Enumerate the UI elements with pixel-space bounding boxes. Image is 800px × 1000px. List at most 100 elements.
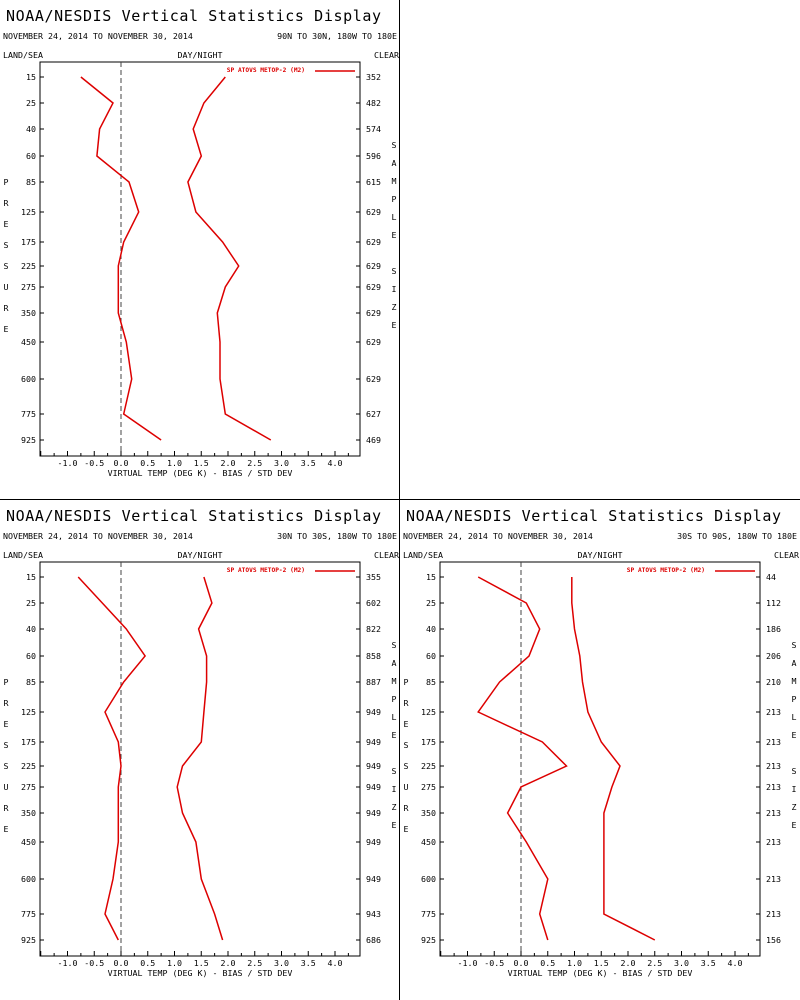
sample-size-label: 686 [366,935,381,945]
pressure-level-label: 60 [26,151,36,161]
x-axis-label: VIRTUAL TEMP (DEG K) - BIAS / STD DEV [508,968,693,978]
day-night-label: DAY/NIGHT [178,50,223,60]
pressure-level-label: 450 [421,837,436,847]
sample-size-label: 213 [766,808,781,818]
x-tick-label: 2.0 [621,958,636,968]
sample-size-label: 949 [366,761,381,771]
x-tick-label: 3.0 [674,958,689,968]
sample-size-axis-letter: E [392,230,397,240]
sample-size-axis-letter: Z [392,302,397,312]
sample-size-label: 629 [366,374,381,384]
sample-size-label: 949 [366,874,381,884]
sample-size-axis-letter: Z [392,802,397,812]
plot-frame [439,561,761,957]
x-tick-label: 3.5 [301,958,316,968]
pressure-axis-letter: R [4,303,9,313]
vertical-stats-panel-south: NOAA/NESDIS Vertical Statistics Display N… [400,500,800,1000]
x-tick-label: 1.5 [194,958,209,968]
x-tick-label: 2.5 [247,958,262,968]
plot-frame [39,561,361,957]
pressure-level-label: 925 [421,935,436,945]
x-tick-label: 1.0 [567,958,582,968]
std-dev-series-line [571,577,656,941]
pressure-axis-letter: S [4,240,9,250]
sample-size-axis-letter: S [392,640,397,650]
x-tick-label: 1.0 [167,958,182,968]
sample-size-label: 156 [766,935,781,945]
sample-size-label: 213 [766,707,781,717]
pressure-axis-letter: R [4,198,9,208]
region-label: 30N TO 30S, 180W TO 180E [277,531,397,541]
page-title: NOAA/NESDIS Vertical Statistics Display [6,7,382,25]
pressure-axis-letter: E [4,219,9,229]
vertical-stats-panel-tropics: NOAA/NESDIS Vertical Statistics Display N… [0,500,400,1000]
bias-series-line [477,576,568,941]
vertical-stats-panel-north: NOAA/NESDIS Vertical Statistics Display N… [0,0,400,500]
pressure-level-label: 85 [26,677,36,687]
sample-size-axis-letter: S [792,640,797,650]
x-tick-label: -1.0 [58,458,78,468]
sample-size-axis-letter: M [792,676,797,686]
pressure-level-label: 125 [21,707,36,717]
pressure-axis-letter: P [4,677,9,687]
sample-size-axis-letter: E [792,820,797,830]
x-tick-label: -1.0 [58,958,78,968]
date-range: NOVEMBER 24, 2014 TO NOVEMBER 30, 2014 [3,31,193,41]
pressure-level-label: 925 [21,935,36,945]
clear-label: CLEAR [374,550,399,560]
region-label: 30S TO 90S, 180W TO 180E [677,531,797,541]
pressure-axis-letter: E [4,824,9,834]
land-sea-label: LAND/SEA [403,550,443,560]
sample-size-label: 206 [766,651,781,661]
sample-size-axis-letter: L [392,712,397,722]
x-tick-label: 4.0 [728,958,743,968]
bias-series-line [80,76,162,441]
pressure-axis-letter: S [404,740,409,750]
sample-size-axis-letter: E [792,730,797,740]
pressure-level-label: 85 [426,677,436,687]
x-tick-label: 2.5 [247,458,262,468]
sample-size-label: 629 [366,261,381,271]
pressure-axis-letter: E [404,824,409,834]
x-axis-label: VIRTUAL TEMP (DEG K) - BIAS / STD DEV [108,468,293,478]
sample-size-label: 355 [366,572,381,582]
sample-size-label: 213 [766,909,781,919]
x-tick-label: 3.0 [274,958,289,968]
sample-size-label: 627 [366,409,381,419]
pressure-level-label: 225 [421,761,436,771]
plot-frame [39,61,361,457]
x-tick-label: 1.5 [594,958,609,968]
bias-series-line [77,576,147,941]
sample-size-label: 949 [366,837,381,847]
x-tick-label: 4.0 [328,958,343,968]
pressure-level-label: 175 [421,737,436,747]
sample-size-axis-letter: S [392,766,397,776]
pressure-axis-letter: E [404,719,409,729]
pressure-level-label: 60 [26,651,36,661]
pressure-axis-letter: P [4,177,9,187]
pressure-level-label: 275 [21,282,36,292]
pressure-level-label: 925 [21,435,36,445]
pressure-level-label: 600 [21,874,36,884]
sample-size-label: 629 [366,337,381,347]
x-tick-label: 0.5 [540,958,555,968]
pressure-level-label: 25 [426,598,436,608]
sample-size-axis-letter: I [392,284,397,294]
x-tick-label: 2.0 [221,458,236,468]
pressure-axis-letter: S [4,761,9,771]
sample-size-label: 629 [366,282,381,292]
sample-size-axis-letter: S [392,140,397,150]
pressure-level-label: 450 [21,837,36,847]
x-tick-label: 3.0 [274,458,289,468]
land-sea-label: LAND/SEA [3,550,43,560]
pressure-level-label: 15 [426,572,436,582]
pressure-axis-letter: R [4,698,9,708]
std-dev-series-line [187,76,272,441]
pressure-level-label: 40 [426,624,436,634]
pressure-axis-letter: E [4,719,9,729]
pressure-level-label: 25 [26,98,36,108]
pressure-level-label: 40 [26,624,36,634]
sample-size-label: 615 [366,177,381,187]
pressure-level-label: 350 [421,808,436,818]
pressure-axis-letter: E [4,324,9,334]
